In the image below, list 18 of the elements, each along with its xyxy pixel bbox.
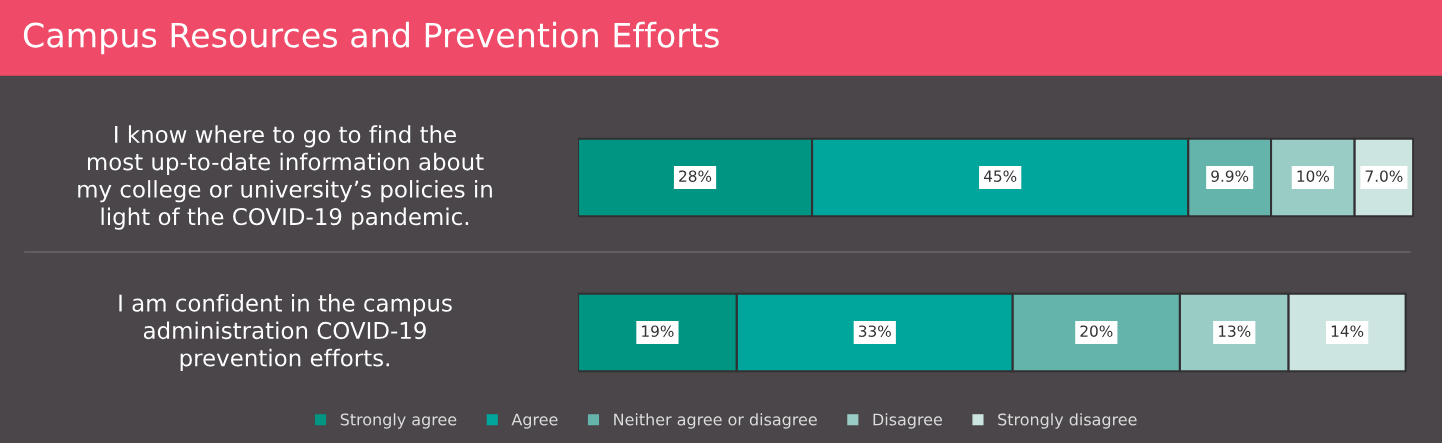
data-label: 45% — [983, 170, 1017, 182]
data-label: 9.9% — [1211, 170, 1249, 182]
legend-label: Agree — [511, 413, 558, 429]
data-label: 19% — [642, 325, 674, 337]
data-label: 20% — [1080, 325, 1113, 337]
y-tick-label: I am confident in the campus administration COVID-19 prevention efforts. — [119, 294, 452, 371]
y-tick-label: I know where to go to find the most up-to-date information about my college or university’s policies in light of the COVID-19 pandemic. — [78, 125, 492, 230]
legend-label: Strongly agree — [340, 413, 457, 429]
data-label: 28% — [679, 170, 712, 182]
data-label: 7.0% — [1365, 170, 1403, 182]
data-label: 14% — [1331, 325, 1364, 337]
data-label: 33% — [858, 325, 891, 337]
chart-title: Campus Resources and Prevention Efforts — [23, 21, 719, 55]
legend-label: Neither agree or disagree — [614, 413, 817, 429]
legend-label: Disagree — [873, 413, 942, 429]
data-label: 10% — [1297, 170, 1329, 182]
legend-label: Strongly disagree — [998, 413, 1137, 429]
data-label: 13% — [1218, 325, 1251, 337]
